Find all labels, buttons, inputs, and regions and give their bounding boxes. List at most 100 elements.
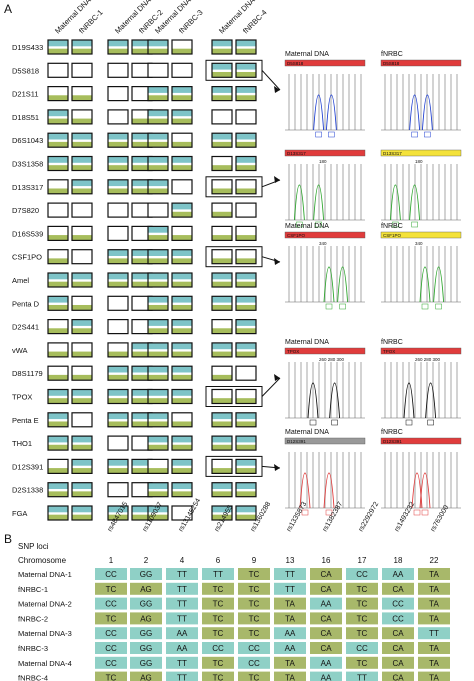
genotype-cell: TC	[238, 671, 270, 681]
allele-call-box	[301, 509, 309, 516]
genotype-box	[47, 505, 69, 521]
allele-band-bottom	[148, 398, 168, 404]
box-frame	[47, 458, 69, 474]
genotype-box	[171, 388, 193, 405]
genotype-box	[211, 249, 233, 265]
chromosome-number: 17	[358, 556, 367, 565]
box-frame	[171, 388, 193, 405]
genotype-cell-fill	[418, 627, 450, 640]
box-fill	[72, 63, 92, 78]
genotype-cell: TA	[274, 656, 306, 669]
allele-band-bottom	[48, 491, 68, 497]
allele-band-bottom	[148, 468, 168, 474]
genotype-box	[235, 295, 257, 311]
genotype-cell-fill	[418, 582, 450, 595]
box-frame	[211, 295, 233, 311]
genotype-box	[47, 342, 69, 358]
locus-bar	[380, 231, 462, 239]
genotype-box	[171, 412, 193, 428]
electropherogram-tpox: Maternal DNA TPOX 260 280 300 fNRBC TPOX 260 …	[205, 339, 462, 426]
allele-call-box	[392, 221, 399, 228]
locus-bar	[284, 347, 366, 355]
genotype-value: CC	[105, 659, 117, 668]
genotype-cell: TC	[202, 612, 234, 625]
box-frame	[171, 342, 193, 358]
genotype-cell: TA	[418, 656, 450, 669]
allele-band-top	[108, 133, 128, 140]
genotype-box	[107, 319, 129, 335]
allele-call-box	[309, 419, 317, 426]
allele-band-top	[48, 273, 68, 280]
genotype-box	[211, 295, 233, 311]
genotype-box	[47, 435, 69, 451]
locus-label: FGA	[12, 509, 27, 518]
snp-id: rs763000	[430, 504, 451, 533]
locus-label: D16S539	[12, 229, 43, 238]
box-frame	[71, 109, 93, 125]
genotype-value: TT	[177, 659, 187, 668]
genotype-value: AG	[140, 585, 152, 594]
genotype-cell-fill	[130, 656, 162, 669]
allele-band-bottom	[132, 514, 152, 520]
genotype-box	[71, 435, 93, 451]
box-frame	[235, 319, 257, 335]
allele-band-top	[148, 226, 168, 233]
allele-band-bottom	[148, 48, 168, 54]
allele-band-bottom	[132, 421, 152, 427]
genotype-value: CC	[105, 570, 117, 579]
allele-band-bottom	[108, 48, 128, 54]
allele-band-bottom	[72, 118, 92, 124]
maternal-trace: Maternal DNA TPOX 260 280 300	[284, 339, 366, 426]
allele-band-bottom	[148, 258, 168, 264]
genotype-value: TT	[177, 614, 187, 623]
box-fill	[72, 203, 92, 218]
genotype-cell-fill	[382, 627, 414, 640]
genotype-box	[107, 412, 129, 428]
box-frame	[71, 295, 93, 311]
genotype-cell: TC	[202, 627, 234, 640]
box-fill	[148, 63, 168, 78]
genotype-cell: TA	[418, 671, 450, 681]
box-frame	[235, 62, 257, 78]
genotype-cell: TC	[202, 597, 234, 610]
scale-label: 180	[319, 159, 327, 164]
locus-label: D3S1358	[12, 160, 43, 169]
box-fill	[148, 203, 168, 218]
allele-band-bottom	[148, 235, 168, 241]
allele-band-bottom	[132, 351, 152, 357]
genotype-box	[235, 179, 257, 195]
genotype-box	[211, 225, 233, 241]
genotype-value: TC	[213, 614, 224, 623]
locus-label: D2S441	[12, 323, 39, 332]
allele-band-top	[108, 389, 128, 396]
genotype-box	[235, 62, 257, 78]
genotype-value: TA	[429, 674, 439, 681]
genotype-cell: TC	[95, 582, 127, 595]
allele-band-bottom	[148, 351, 168, 357]
box-frame	[171, 249, 193, 265]
allele-band-bottom	[148, 165, 168, 171]
box-frame	[171, 85, 193, 102]
allele-band-bottom	[212, 211, 232, 218]
genotype-value: TC	[213, 585, 224, 594]
allele-band-top	[108, 40, 128, 47]
allele-band-bottom	[172, 95, 192, 101]
locus-bar	[380, 437, 462, 445]
genotype-box	[71, 109, 93, 125]
sample-row-label: Maternal DNA-3	[18, 629, 72, 638]
allele-band-bottom	[148, 118, 168, 124]
genotype-box	[107, 155, 129, 172]
genotype-cell: CA	[382, 656, 414, 669]
box-frame	[211, 202, 233, 218]
allele-band-top	[72, 40, 92, 47]
genotype-box	[47, 458, 69, 474]
genotype-box	[47, 365, 69, 381]
arrow-head	[274, 464, 280, 471]
box-frame	[107, 132, 129, 148]
genotype-box	[71, 39, 93, 55]
genotype-cell: AA	[274, 642, 306, 654]
genotype-value: TA	[285, 614, 295, 623]
box-frame	[235, 458, 257, 474]
genotype-value: TA	[429, 570, 439, 579]
